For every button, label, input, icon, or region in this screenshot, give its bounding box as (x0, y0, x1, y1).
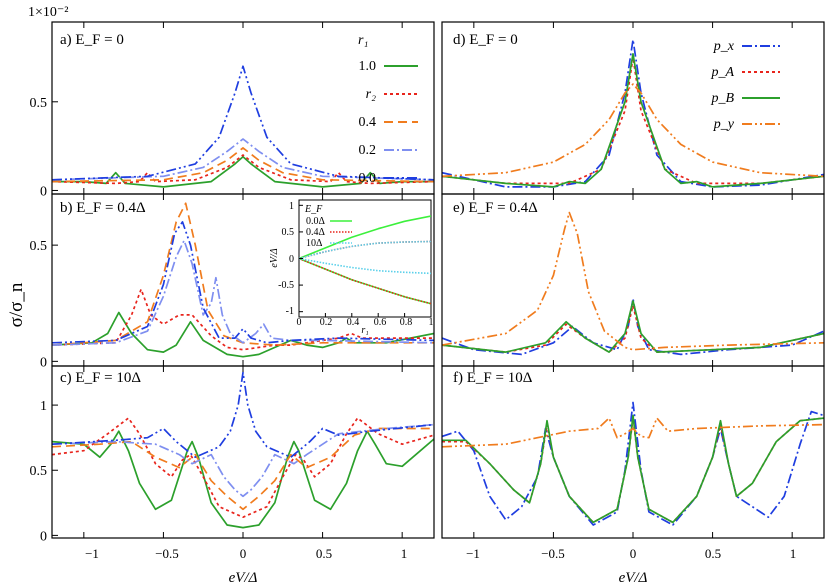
series-line-f-1 (442, 417, 824, 524)
y-tick-label-b-0: 0 (40, 355, 47, 370)
y-axis-label: σ/σ_n (6, 282, 27, 327)
series-line-b-inset-4 (299, 240, 431, 260)
inset-y-tick: 0 (289, 254, 294, 265)
series-line-f-0 (442, 401, 824, 526)
series-line-e-3 (442, 211, 824, 351)
right-legend-label-3: p_y (713, 117, 735, 132)
right-legend-label-0: p_x (713, 39, 735, 54)
series-line-a-0 (52, 155, 434, 188)
inset-x-tick: 0.6 (374, 317, 387, 328)
left-legend-label-1: r₂ (366, 87, 376, 102)
panel-a-title: a) E_F = 0 (60, 32, 124, 48)
x-tick-label: 1 (790, 546, 797, 561)
panel-b: 00.5 (30, 193, 435, 370)
inset-y-tick: -1 (286, 306, 294, 317)
x-ticks-right: −1 −0.5 0 0.5 1 (466, 546, 796, 561)
x-tick-label: 0.5 (705, 546, 721, 561)
x-tick-label: −1 (85, 546, 99, 561)
panel-e (441, 193, 825, 367)
x-tick-label: −0.5 (155, 546, 179, 561)
right-legend: p_x p_A p_B p_y (710, 39, 780, 132)
x-tick-label: −1 (466, 546, 480, 561)
left-legend-title: r₁ (358, 33, 368, 48)
x-tick-label: 1 (401, 546, 408, 561)
series-line-c-3 (52, 423, 434, 498)
series-line-b-inset-0 (299, 215, 431, 260)
x-tick-label: −0.5 (541, 546, 565, 561)
series-line-d-2 (442, 53, 824, 188)
series-line-b-4 (52, 221, 434, 344)
inset-x-tick: 0 (297, 317, 302, 328)
x-ticks-left: −1 −0.5 0 0.5 1 (85, 546, 407, 561)
panel-frame-e (441, 193, 825, 367)
x-tick-label: 0.5 (316, 546, 332, 561)
left-legend-label-2: 0.4 (359, 115, 377, 130)
series-line-e-1 (442, 304, 824, 353)
inset-xlabel: r₁ (361, 325, 368, 336)
series-line-c-2 (52, 427, 434, 511)
series-line-a-4 (52, 65, 434, 181)
series-line-f-2 (442, 414, 824, 524)
y-tick-label-c-1: 0.5 (30, 464, 48, 479)
series-line-b-inset-5 (299, 257, 431, 275)
panel-d (441, 21, 825, 195)
right-legend-label-1: p_A (710, 65, 734, 80)
panel-b-title: b) E_F = 0.4Δ (60, 200, 146, 216)
inset-legend: eV/Δ r₁ E_F 0.0Δ 0.4Δ 10Δ (269, 204, 369, 336)
series-line-b-inset-1 (299, 257, 431, 305)
left-legend-label-4: 0.0 (359, 171, 377, 186)
series-line-b-0 (52, 311, 434, 358)
series-line-a-2 (52, 147, 434, 183)
panel-frame-c (51, 365, 435, 539)
series-line-d-3 (442, 83, 824, 178)
inset-y-tick: 0.5 (282, 227, 295, 238)
series-line-c-4 (52, 371, 434, 459)
panel-e-title: e) E_F = 0.4Δ (453, 200, 538, 216)
series-line-c-1 (52, 417, 434, 519)
x-axis-label-right: eV/Δ (619, 570, 648, 586)
inset-legend-label-2: 10Δ (306, 238, 323, 249)
x-tick-label: 0 (630, 546, 637, 561)
series-line-c-0 (52, 430, 434, 529)
y-tick-label-c-0: 0 (40, 529, 47, 544)
inset-legend-label-1: 0.4Δ (306, 227, 326, 238)
panel-f (441, 365, 825, 539)
scale-note: 1×10⁻² (28, 5, 68, 20)
inset-ticks: 0 0.2 0.4 0.6 0.8 1 1 0.5 0 -0.5 -1 (278, 201, 433, 328)
series-line-d-0 (442, 38, 824, 188)
panel-f-title: f) E_F = 10Δ (453, 370, 533, 386)
inset-x-tick: 1 (429, 317, 434, 328)
inset-x-tick: 0.2 (320, 317, 333, 328)
panel-c-title: c) E_F = 10Δ (60, 370, 141, 386)
inset-x-tick: 0.8 (400, 317, 413, 328)
series-line-f-3 (442, 417, 824, 448)
x-tick-label: 0 (240, 546, 247, 561)
inset-legend-title: E_F (304, 204, 323, 215)
inset-x-tick: 0.4 (347, 317, 360, 328)
inset-y-tick: 1 (289, 201, 294, 212)
inset-ylabel: eV/Δ (269, 248, 280, 267)
left-legend-label-0: 1.0 (359, 59, 377, 74)
y-tick-label-b-1: 0.5 (30, 239, 48, 254)
inset-legend-label-0: 0.0Δ (306, 216, 326, 227)
panel-b-inset (298, 199, 432, 318)
series-line-d-1 (442, 56, 824, 185)
inset-y-tick: -0.5 (278, 280, 294, 291)
right-legend-label-2: p_B (710, 91, 734, 106)
series-line-b-3 (52, 239, 434, 346)
panel-d-title: d) E_F = 0 (453, 32, 518, 48)
series-line-b-2 (52, 202, 434, 346)
y-tick-label-a-0: 0 (40, 184, 47, 199)
x-axis-label-left: eV/Δ (229, 570, 258, 586)
y-tick-label-c-2: 1 (40, 399, 47, 414)
left-legend-label-3: 0.2 (359, 143, 377, 158)
panel-c: 00.51 (30, 365, 435, 544)
panel-frame-f (441, 365, 825, 539)
series-line-a-1 (52, 154, 434, 185)
left-legend: r₁ 1.0 r₂ 0.4 0.2 0.0 (358, 33, 418, 186)
series-line-e-2 (442, 300, 824, 353)
y-tick-label-a-1: 0.5 (30, 96, 48, 111)
series-line-a-3 (52, 138, 434, 181)
